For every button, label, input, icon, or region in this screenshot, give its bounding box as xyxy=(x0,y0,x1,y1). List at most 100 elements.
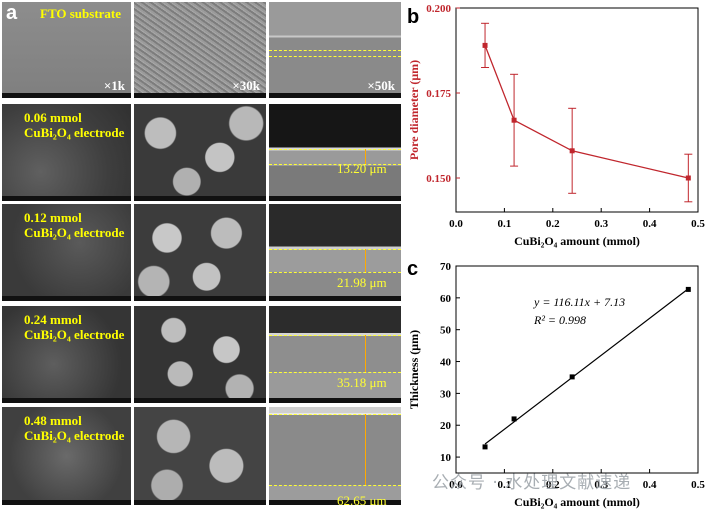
sem-image-r2-c3: 13.20 μm xyxy=(269,104,401,201)
sem-image-r2-c2 xyxy=(134,104,266,201)
y-tick-label: 0.150 xyxy=(426,173,451,185)
sem-image-r1-c1: FTO substrate ×1k xyxy=(2,2,131,98)
thickness-arrow xyxy=(365,335,366,372)
sem-image-r4-c1: 0.24 mmol CuBi₂O₄ electrode xyxy=(2,306,131,403)
x-tick-label: 0.4 xyxy=(643,479,657,491)
thickness-guide-line xyxy=(269,485,401,487)
sem-image-r3-c3: 21.98 μm xyxy=(269,204,401,301)
data-point xyxy=(511,416,517,422)
sem-info-bar xyxy=(269,93,401,98)
watermark: 公众号 · 水处理文献速递 xyxy=(432,473,632,493)
sem-info-bar xyxy=(269,500,401,505)
r-squared: R² = 0.998 xyxy=(533,313,586,327)
y-tick-label: 60 xyxy=(440,293,452,305)
thickness-label: 62.65 μm xyxy=(337,493,387,505)
thickness-label: 13.20 μm xyxy=(337,161,387,177)
thickness-guide-line xyxy=(269,248,401,250)
y-tick-label: 0.175 xyxy=(426,88,451,100)
x-tick-label: 0.5 xyxy=(691,479,705,491)
sem-image-r3-c2 xyxy=(134,204,266,301)
sem-info-bar xyxy=(269,398,401,403)
x-tick-label: 0.0 xyxy=(449,218,463,230)
data-point xyxy=(511,117,517,123)
thickness-guide-line xyxy=(269,148,401,150)
panel-label-b: b xyxy=(407,6,420,28)
magnification-label: ×1k xyxy=(103,78,125,93)
thickness-chart: 0.0 0.1 0.2 0.3 0.4 0.5 10 20 30 40 50 60 70 CuBi₂O₄ … xyxy=(407,261,705,509)
data-point xyxy=(482,42,488,48)
sem-info-bar xyxy=(134,398,266,403)
x-tick-label: 0.5 xyxy=(691,218,705,230)
sem-info-bar xyxy=(269,196,401,201)
data-point xyxy=(569,374,575,380)
thickness-guide-line xyxy=(269,271,401,273)
panel-label-a: a xyxy=(6,2,18,24)
data-point xyxy=(482,444,488,450)
sem-info-bar xyxy=(269,296,401,301)
sem-row-label: 0.06 mmol CuBi₂O₄ electrode xyxy=(24,110,125,140)
x-tick-label: 0.1 xyxy=(498,218,512,230)
y-tick-label: 70 xyxy=(440,261,452,273)
sem-row-label: FTO substrate xyxy=(40,6,122,21)
y-tick-label: 30 xyxy=(440,388,452,400)
thickness-arrow xyxy=(365,248,366,272)
thickness-guide-line xyxy=(269,371,401,373)
sem-image-r5-c3: 62.65 μm xyxy=(269,407,401,505)
x-tick-label: 0.2 xyxy=(546,479,560,491)
sem-image-r4-c2 xyxy=(134,306,266,403)
sem-info-bar xyxy=(2,93,131,98)
sem-info-bar xyxy=(2,500,131,505)
x-tick-label: 0.3 xyxy=(594,479,608,491)
data-point xyxy=(685,286,691,292)
fit-line xyxy=(484,288,689,445)
x-tick-label: 0.0 xyxy=(449,479,463,491)
y-tick-label: 10 xyxy=(440,452,452,464)
thickness-guide-line xyxy=(269,164,401,166)
data-point xyxy=(569,148,575,154)
sem-row-label: 0.12 mmol CuBi₂O₄ electrode xyxy=(24,210,125,240)
thickness-guide-line xyxy=(269,335,401,337)
sem-info-bar xyxy=(134,500,266,505)
y-tick-label: 0.200 xyxy=(426,3,451,15)
x-tick-label: 0.4 xyxy=(643,218,657,230)
sem-info-bar xyxy=(2,196,131,201)
sem-row-label: 0.24 mmol CuBi₂O₄ electrode xyxy=(24,312,125,342)
y-tick-label: 50 xyxy=(440,325,452,337)
sem-image-r4-c3: 35.18 μm xyxy=(269,306,401,403)
sem-image-r1-c2: ×30k xyxy=(134,2,266,98)
sem-row-label: 0.48 mmol CuBi₂O₄ electrode xyxy=(24,413,125,443)
fit-equation: y = 116.11x + 7.13 xyxy=(533,295,625,309)
y-axis-label: Pore diameter (μm) xyxy=(407,60,421,160)
x-tick-label: 0.2 xyxy=(546,218,560,230)
x-tick-label: 0.1 xyxy=(498,479,512,491)
plot-frame xyxy=(455,7,699,213)
data-point xyxy=(685,175,691,181)
thickness-guide-line xyxy=(269,50,401,51)
thickness-guide-line xyxy=(269,413,401,415)
sem-image-r3-c1: 0.12 mmol CuBi₂O₄ electrode xyxy=(2,204,131,301)
sem-image-r5-c1: 0.48 mmol CuBi₂O₄ electrode xyxy=(2,407,131,505)
x-tick-label: 0.3 xyxy=(594,218,608,230)
thickness-label: 35.18 μm xyxy=(337,374,387,390)
sem-image-r1-c3: ×50k xyxy=(269,2,401,98)
x-axis-label: CuBi₂O₄ amount (mmol) xyxy=(514,495,640,509)
thickness-arrow xyxy=(365,148,366,165)
sem-info-bar xyxy=(134,196,266,201)
x-axis-label: CuBi₂O₄ amount (mmol) xyxy=(514,234,640,248)
thickness-label: 21.98 μm xyxy=(337,274,387,290)
magnification-label: ×30k xyxy=(232,78,260,93)
panel-label-c: c xyxy=(407,258,419,280)
y-tick-label: 20 xyxy=(440,420,452,432)
y-tick-label: 40 xyxy=(440,357,452,369)
sem-image-r5-c2 xyxy=(134,407,266,505)
sem-info-bar xyxy=(134,93,266,98)
magnification-label: ×50k xyxy=(367,78,395,93)
sem-image-grid: FTO substrate ×1k ×30k ×50k 0.06 mmol CuBi₂O₄… xyxy=(2,2,402,507)
sem-info-bar xyxy=(134,296,266,301)
sem-info-bar xyxy=(2,398,131,403)
sem-image-r2-c1: 0.06 mmol CuBi₂O₄ electrode xyxy=(2,104,131,201)
pore-diameter-chart: 0.0 0.1 0.2 0.3 0.4 0.5 0.150 0.175 0.200 CuBi₂O₄… xyxy=(407,3,705,248)
series-line xyxy=(484,45,689,179)
plot-frame xyxy=(455,265,699,474)
thickness-guide-line xyxy=(269,55,401,57)
